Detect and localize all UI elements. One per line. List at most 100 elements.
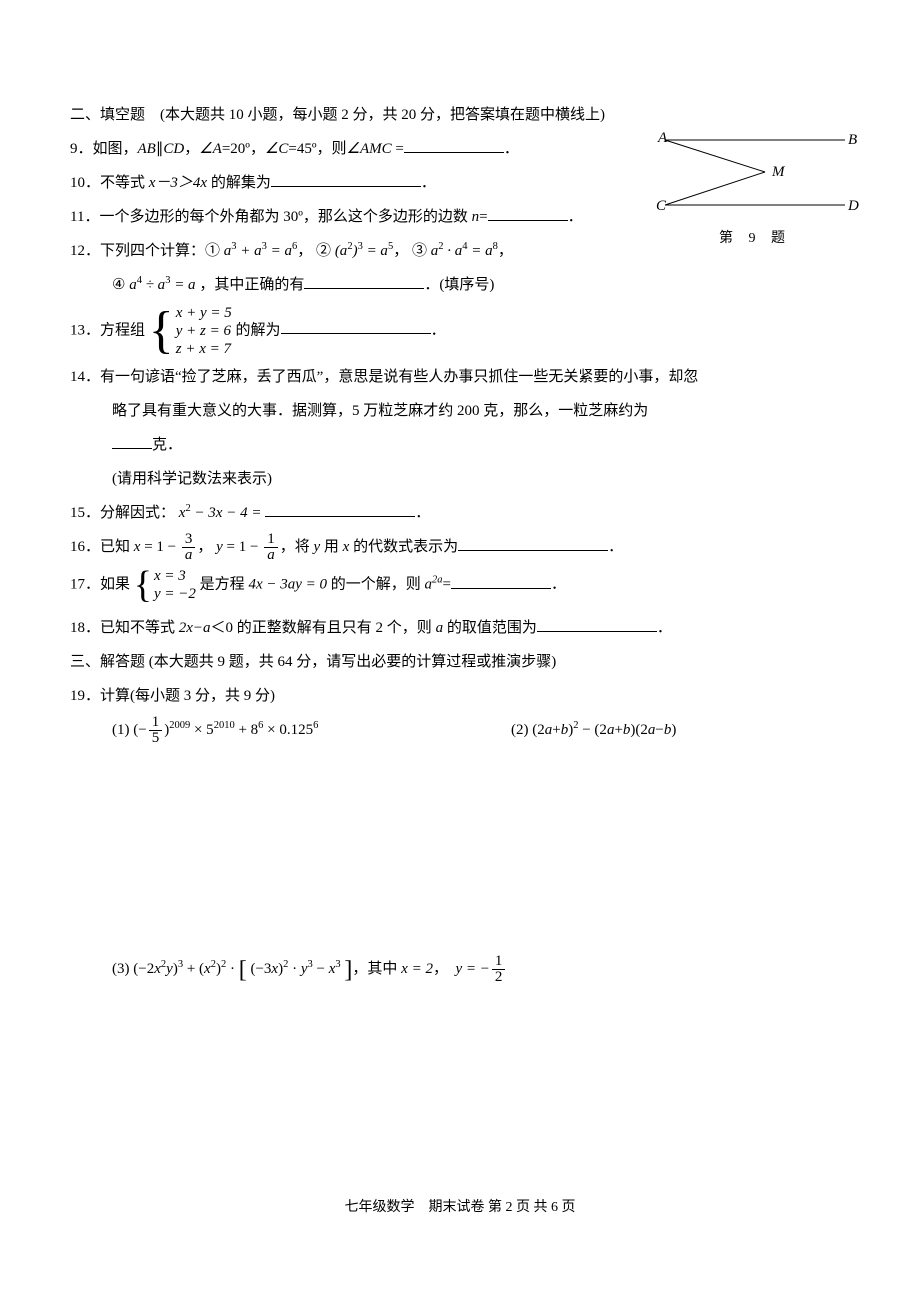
q19-p2-expr: (2a+b)2 − (2a+b)(2a−b) <box>532 722 676 738</box>
q16-eq2: = 1 − <box>223 539 262 555</box>
q12-e4: a4 ÷ a3 = a <box>129 277 195 293</box>
q19-p1-frac: 15 <box>149 715 163 746</box>
q10-blank <box>271 171 421 187</box>
q9-angleA: ∠A <box>199 141 222 157</box>
q17-blank <box>451 573 551 589</box>
q14-blank <box>112 433 152 449</box>
q12-mid: ，其中正确的有 <box>199 277 304 293</box>
q12-tail: ．(填序号) <box>424 277 494 293</box>
q16-frac1: 3a <box>182 532 196 563</box>
q16-suffix: 的代数式表示为 <box>349 539 458 555</box>
q16-den1: a <box>182 548 196 563</box>
q17-sup: 2a <box>432 575 443 586</box>
q14-l2: 略了具有重大意义的大事．据测算，5 万粒芝麻才约 200 克，那么，一粒芝麻约为 <box>70 396 850 426</box>
q13-suffix: 的解为 <box>236 322 281 338</box>
q19-p3-label: (3) <box>112 961 130 977</box>
q19-p3-tail: ，其中 <box>352 961 401 977</box>
q16-comma: ， <box>197 539 212 555</box>
section2-title: 二、填空题 (本大题共 10 小题，每小题 2 分，共 20 分，把答案填在题中… <box>70 100 850 130</box>
q12-c3: ③ <box>412 243 427 259</box>
q10-prefix: 10．不等式 <box>70 175 149 191</box>
q9-diagram: A B M C D <box>650 130 860 225</box>
figure-label: 第 9 题 <box>650 225 860 253</box>
q17-a: a <box>425 577 433 593</box>
q12-line2: ④ a4 ÷ a3 = a ，其中正确的有 ．(填序号) <box>70 270 850 300</box>
q19-p3-ylead: y = − <box>455 961 489 977</box>
q15-period: ． <box>415 505 430 521</box>
q12-prefix: 12．下列四个计算： <box>70 243 205 259</box>
q9-ab: AB <box>138 141 156 157</box>
q17-mid2: 的一个解，则 <box>327 577 425 593</box>
q16-period: ． <box>608 539 623 555</box>
q17-expr: 4x − 3ay = 0 <box>248 577 327 593</box>
q17-r2: y = −2 <box>154 585 196 603</box>
q18-period: ． <box>657 620 672 636</box>
q17-period: ． <box>551 577 566 593</box>
q11-eq: = <box>479 209 487 225</box>
q19-row: (1) (−15)2009 × 52010 + 86 × 0.1256 (2) … <box>70 715 850 746</box>
q13-r2: y + z = 6 <box>176 322 232 340</box>
q12-e2: (a2)3 = a5 <box>335 243 393 259</box>
q16-blank <box>458 535 608 551</box>
q16-eq1: = 1 − <box>140 539 179 555</box>
q16-prefix: 16．已知 <box>70 539 134 555</box>
q15-prefix: 15．分解因式： <box>70 505 175 521</box>
q11-period: ． <box>568 209 583 225</box>
page: A B M C D 第 9 题 二、填空题 (本大题共 10 小题，每小题 2 … <box>0 0 920 1262</box>
q17-eq: = <box>443 577 451 593</box>
q18-a: a <box>436 620 444 636</box>
q19-p1-expr: (− <box>133 722 146 738</box>
q12-c4: ④ <box>112 277 125 293</box>
q17: 17．如果 { x = 3 y = −2 是方程 4x − 3ay = 0 的一… <box>70 567 850 603</box>
q19-p3-expr: (−2x2y)3 + (x2)2 · [ (−3x)2 · y3 − x3 ] <box>133 961 352 977</box>
q13-system: { x + y = 5 y + z = 6 z + x = 7 <box>149 304 232 358</box>
q16-y: y <box>216 539 223 555</box>
q9-eqC: =45º，则 <box>288 141 346 157</box>
q15-expr: x2 − 3x − 4 = <box>179 505 262 521</box>
q16-num2: 1 <box>264 532 278 548</box>
q10-period: ． <box>421 175 436 191</box>
svg-text:C: C <box>656 198 667 214</box>
svg-text:B: B <box>848 132 857 148</box>
q14-l3-text: 克． <box>152 437 182 453</box>
q15-blank <box>265 501 415 517</box>
q19-p1-num: 1 <box>149 715 163 731</box>
section3-title: 三、解答题 (本大题共 9 题，共 64 分，请写出必要的计算过程或推演步骤) <box>70 647 850 677</box>
q12-e1: a3 + a3 = a6 <box>224 243 298 259</box>
q9-cd: CD <box>163 141 184 157</box>
q17-r1: x = 3 <box>154 567 196 585</box>
q19-header: 19．计算(每小题 3 分，共 9 分) <box>70 681 850 711</box>
q15-rest: − 3x − 4 = <box>191 505 262 521</box>
q9-eqA: =20º， <box>222 141 265 157</box>
q9-angleC: ∠C <box>265 141 288 157</box>
q13: 13．方程组 { x + y = 5 y + z = 6 z + x = 7 的… <box>70 304 850 358</box>
svg-text:M: M <box>771 164 786 180</box>
q13-period: ． <box>431 322 446 338</box>
q9-c1: ， <box>184 141 199 157</box>
q18-expr: 2x−a <box>179 620 211 636</box>
q12-c2: ② <box>316 243 331 259</box>
svg-text:A: A <box>657 130 668 146</box>
q9-blank <box>404 137 504 153</box>
q19-p2: (2) (2a+b)2 − (2a+b)(2a−b) <box>511 715 850 746</box>
q13-prefix: 13．方程组 <box>70 322 145 338</box>
q19-p1-tail: )2009 × 52010 + 86 × 0.1256 <box>164 722 318 738</box>
q16-den2: a <box>264 548 278 563</box>
q12-blank <box>304 273 424 289</box>
q18: 18．已知不等式 2x−a＜0 的正整数解有且只有 2 个，则 a 的取值范围为… <box>70 613 850 643</box>
q9-angleAMC: ∠AMC <box>347 141 392 157</box>
q14-l2-text: 略了具有重大意义的大事．据测算，5 万粒芝麻才约 200 克，那么，一粒芝麻约为 <box>112 403 648 419</box>
q9-period: ． <box>504 141 519 157</box>
q17-system: { x = 3 y = −2 <box>134 567 196 603</box>
q19-p3: (3) (−2x2y)3 + (x2)2 · [ (−3x)2 · y3 − x… <box>70 946 850 994</box>
svg-text:D: D <box>847 198 859 214</box>
figure-q9: A B M C D 第 9 题 <box>650 130 860 253</box>
q18-suffix: 的取值范围为 <box>443 620 537 636</box>
q15: 15．分解因式： x2 − 3x − 4 = ． <box>70 498 850 528</box>
q11-prefix: 11．一个多边形的每个外角都为 30º，那么这个多边形的边数 <box>70 209 472 225</box>
q13-r1: x + y = 5 <box>176 304 232 322</box>
q16-num1: 3 <box>182 532 196 548</box>
q9-prefix: 9．如图， <box>70 141 138 157</box>
q10-expr: x－3＞4x <box>149 175 207 191</box>
q19-p3-den: 2 <box>492 970 506 985</box>
